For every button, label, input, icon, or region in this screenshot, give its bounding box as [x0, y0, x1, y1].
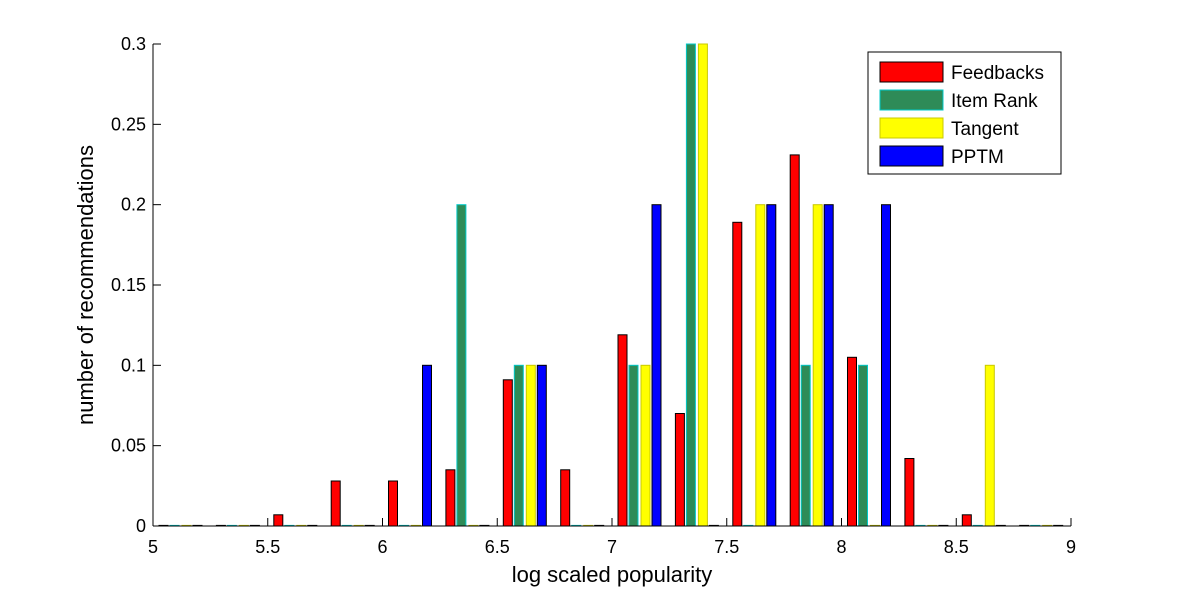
bar-feedbacks: [617, 334, 628, 527]
legend-label: Tangent: [951, 119, 1019, 140]
bar-feedbacks: [904, 458, 915, 527]
y-tick-label: 0.25: [111, 114, 146, 134]
bar-feedbacks: [330, 480, 341, 527]
bar-pptm: [651, 204, 662, 527]
bar-feedbacks: [273, 514, 284, 527]
x-tick-label: 6: [377, 537, 387, 557]
bar-feedbacks: [502, 379, 513, 527]
bar-item-rank: [513, 364, 524, 527]
bar-item-rank: [628, 364, 639, 527]
x-ticks-group: 5 5.5 6 6.5 7 7.5 8 8.5 9: [148, 518, 1076, 557]
y-tick-label: 0.3: [121, 34, 146, 54]
y-tick-label: 0.1: [121, 355, 146, 375]
legend-label: Item Rank: [951, 91, 1038, 112]
y-axis-label: number of recommendations: [73, 145, 98, 425]
x-tick-label: 6.5: [485, 537, 510, 557]
bar-feedbacks: [388, 480, 398, 527]
bar-pptm: [823, 204, 834, 527]
y-tick-label: 0: [136, 516, 146, 536]
bar-item-rank: [800, 364, 811, 527]
bar-feedbacks: [560, 469, 571, 527]
legend-label: Feedbacks: [951, 63, 1044, 84]
bar-item-rank: [858, 364, 868, 527]
y-tick-label: 0.15: [111, 275, 146, 295]
bar-tangent: [755, 204, 766, 527]
legend-swatch: [879, 117, 944, 139]
bar-feedbacks: [789, 154, 800, 527]
x-tick-label: 7.5: [714, 537, 739, 557]
x-axis-label: log scaled popularity: [512, 562, 713, 587]
bar-pptm: [536, 364, 547, 527]
bar-feedbacks: [732, 221, 743, 527]
y-tick-label: 0.05: [111, 436, 146, 456]
x-tick-label: 8: [836, 537, 846, 557]
bar-tangent: [697, 43, 708, 527]
x-tick-label: 9: [1066, 537, 1076, 557]
x-tick-label: 8.5: [944, 537, 969, 557]
x-tick-label: 5: [148, 537, 158, 557]
bar-tangent: [812, 204, 823, 527]
bar-feedbacks: [445, 469, 456, 527]
y-ticks-group: 0 0.05 0.1 0.15 0.2 0.25 0.3: [111, 34, 161, 536]
bar-pptm: [766, 204, 777, 527]
bar-feedbacks: [961, 514, 972, 527]
bar-tangent: [640, 364, 651, 527]
bar-tangent: [984, 364, 995, 527]
bar-item-rank: [685, 43, 696, 527]
bar-tangent: [525, 364, 536, 527]
bar-feedbacks: [847, 356, 857, 527]
legend-swatch: [879, 61, 944, 83]
legend: Feedbacks Item Rank Tangent PPTM: [867, 51, 1062, 175]
legend-label: PPTM: [951, 147, 1004, 168]
legend-swatch: [879, 145, 944, 167]
x-tick-label: 5.5: [255, 537, 280, 557]
y-tick-label: 0.2: [121, 195, 146, 215]
legend-swatch: [879, 89, 944, 111]
bar-item-rank: [456, 204, 467, 527]
x-tick-label: 7: [607, 537, 617, 557]
bar-pptm: [422, 364, 432, 527]
bar-pptm: [881, 204, 891, 527]
bar-feedbacks: [674, 413, 685, 527]
